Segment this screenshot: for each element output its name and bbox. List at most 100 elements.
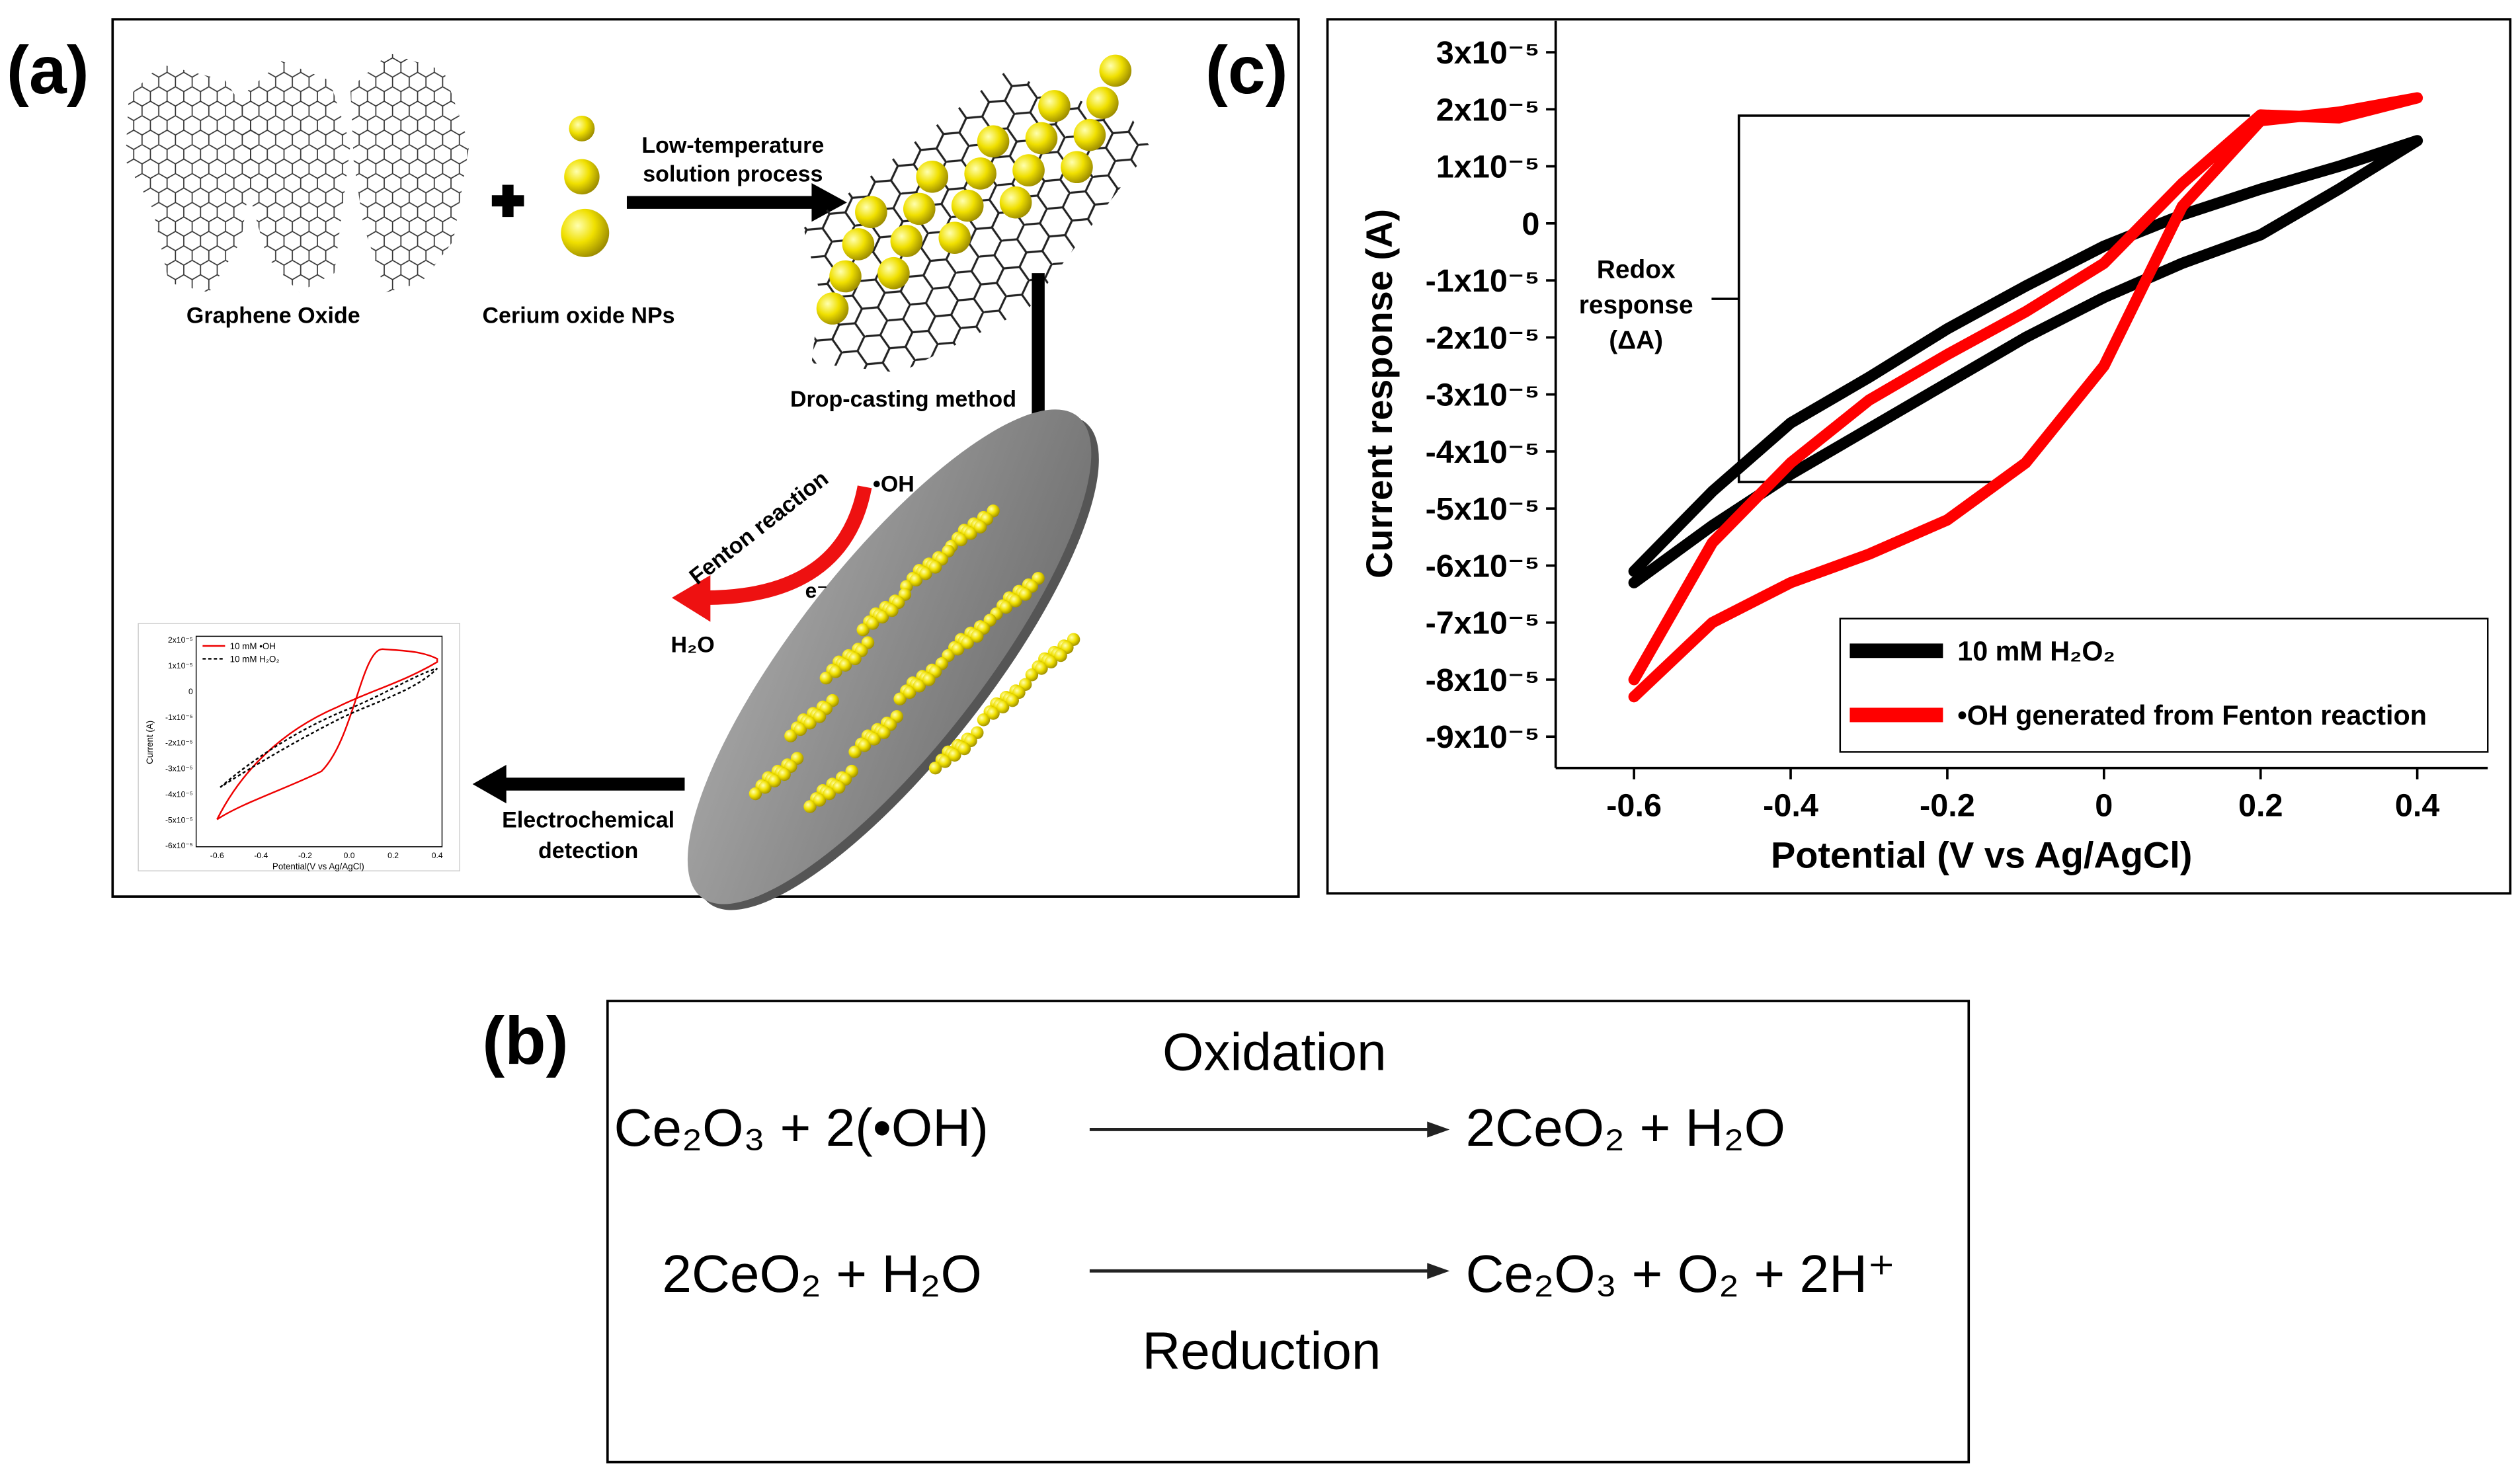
caption: H₂O <box>671 633 715 658</box>
sphere <box>977 125 1010 158</box>
sphere <box>964 527 977 540</box>
sphere <box>803 716 817 730</box>
equation: 2CeO₂ + H₂O <box>662 1244 981 1303</box>
panel-label: (a) <box>7 32 89 108</box>
caption: Graphene Oxide <box>186 303 360 328</box>
inset-tick-label: -2x10⁻⁵ <box>165 738 193 748</box>
y-tick-label: -4x10⁻⁵ <box>1426 434 1540 470</box>
fenton-arrow <box>672 485 872 622</box>
inset-tick-label: -4x10⁻⁵ <box>165 789 193 799</box>
sphere <box>999 600 1013 614</box>
y-tick-label: 2x10⁻⁵ <box>1436 92 1540 128</box>
legend-label: 10 mM H₂O₂ <box>1957 636 2115 666</box>
panel-label: (b) <box>482 1003 568 1078</box>
sphere <box>1006 694 1019 707</box>
x-tick-label: -0.6 <box>1606 788 1662 824</box>
sphere <box>971 629 984 643</box>
sphere <box>909 573 923 587</box>
sphere <box>928 561 942 574</box>
legend-label: •OH generated from Fenton reaction <box>1957 700 2427 731</box>
sphere <box>957 742 971 756</box>
sphere <box>875 610 889 623</box>
sphere <box>1044 655 1058 668</box>
sphere <box>1035 662 1048 675</box>
sphere <box>928 761 942 775</box>
sphere <box>842 228 875 260</box>
sphere <box>961 636 974 649</box>
sphere <box>877 257 910 290</box>
electrode <box>687 409 1099 910</box>
sphere <box>893 692 907 705</box>
sphere <box>793 723 807 737</box>
caption: detection <box>538 838 638 863</box>
ceria-on-sheet <box>816 54 1132 325</box>
inset-tick-label: -3x10⁻⁵ <box>165 764 193 774</box>
reaction-arrow <box>1089 1121 1450 1138</box>
sphere <box>1009 594 1022 608</box>
sphere <box>951 189 984 222</box>
sphere <box>816 292 849 325</box>
sphere <box>999 186 1032 219</box>
y-axis-title: Current response (A) <box>1358 209 1400 578</box>
ceria-spheres <box>561 115 610 257</box>
y-tick-label: -2x10⁻⁵ <box>1426 320 1540 356</box>
inset-tick-label: -5x10⁻⁵ <box>165 815 193 824</box>
panel-frame <box>606 1000 1971 1464</box>
plus-sign <box>491 184 524 218</box>
legend-box <box>1839 618 2489 753</box>
annotation: response <box>1579 291 1693 319</box>
sphere <box>833 781 846 794</box>
arrow <box>472 764 685 804</box>
cv-chart: 3x10⁻⁵ 2x10⁻⁵ 1x10⁻⁵ 0 -1x10⁻⁵ -2x10⁻⁵ -3x10⁻⁵… <box>1358 20 2489 875</box>
inset-tick-label: 0.0 <box>344 851 355 860</box>
caption: Low-temperature <box>641 133 824 158</box>
inset-tick-label: 0.4 <box>432 851 443 860</box>
sphere <box>913 680 926 693</box>
inset-tick-label: 2x10⁻⁵ <box>168 635 193 645</box>
equation: Ce₂O₃ + O₂ + 2H⁺ <box>1466 1244 1896 1303</box>
sphere <box>954 533 968 547</box>
sphere <box>919 567 932 580</box>
sphere <box>829 260 862 293</box>
caption: Drop-casting method <box>790 387 1016 412</box>
sphere <box>813 710 827 723</box>
annotation-bracket <box>1711 114 2250 483</box>
inset-legend-label: 10 mM H₂O₂ <box>230 654 280 664</box>
sphere <box>819 671 833 685</box>
x-tick-label: 0.4 <box>2395 788 2440 824</box>
sphere <box>973 520 987 534</box>
sphere <box>951 643 965 656</box>
y-tick-label: -9x10⁻⁵ <box>1426 719 1540 755</box>
sphere <box>823 787 836 801</box>
x-axis-title: Potential (V vs Ag/AgCl) <box>1771 834 2192 875</box>
x-tick-label: -0.4 <box>1763 788 1818 824</box>
sphere <box>877 726 891 739</box>
sphere <box>848 652 862 666</box>
y-tick-label: -8x10⁻⁵ <box>1426 662 1540 698</box>
sphere <box>856 623 870 637</box>
graphene-sheet <box>803 72 1151 373</box>
sphere <box>758 781 772 794</box>
inset-tick-label: -6x10⁻⁵ <box>165 841 193 850</box>
sphere <box>868 733 881 746</box>
annotation: Redox <box>1597 255 1676 284</box>
annotation: (ΔA) <box>1609 326 1663 354</box>
reaction-label: Oxidation <box>1162 1022 1387 1082</box>
sphere <box>948 748 961 762</box>
sphere <box>1025 668 1039 682</box>
sphere <box>1073 118 1106 151</box>
sphere <box>996 700 1010 714</box>
equation: Ce₂O₃ + 2(•OH) <box>614 1097 989 1157</box>
y-tick-label: -1x10⁻⁵ <box>1426 263 1540 299</box>
sphere <box>784 729 797 742</box>
inset-tick-label: 1x10⁻⁵ <box>168 661 193 670</box>
graphene-oxide-sheets <box>125 53 469 293</box>
inset-chart: 2x10⁻⁵ 1x10⁻⁵ 0 -1x10⁻⁵ -2x10⁻⁵ -3x10⁻⁵ -4x10⁻… <box>138 623 460 871</box>
sphere <box>1038 90 1071 122</box>
y-tick-label: -5x10⁻⁵ <box>1426 491 1540 527</box>
sphere <box>866 617 879 630</box>
inset-tick-label: -0.4 <box>254 851 268 860</box>
inset-axis-title: Current (A) <box>145 721 155 764</box>
panel-label: (c) <box>1205 32 1288 108</box>
